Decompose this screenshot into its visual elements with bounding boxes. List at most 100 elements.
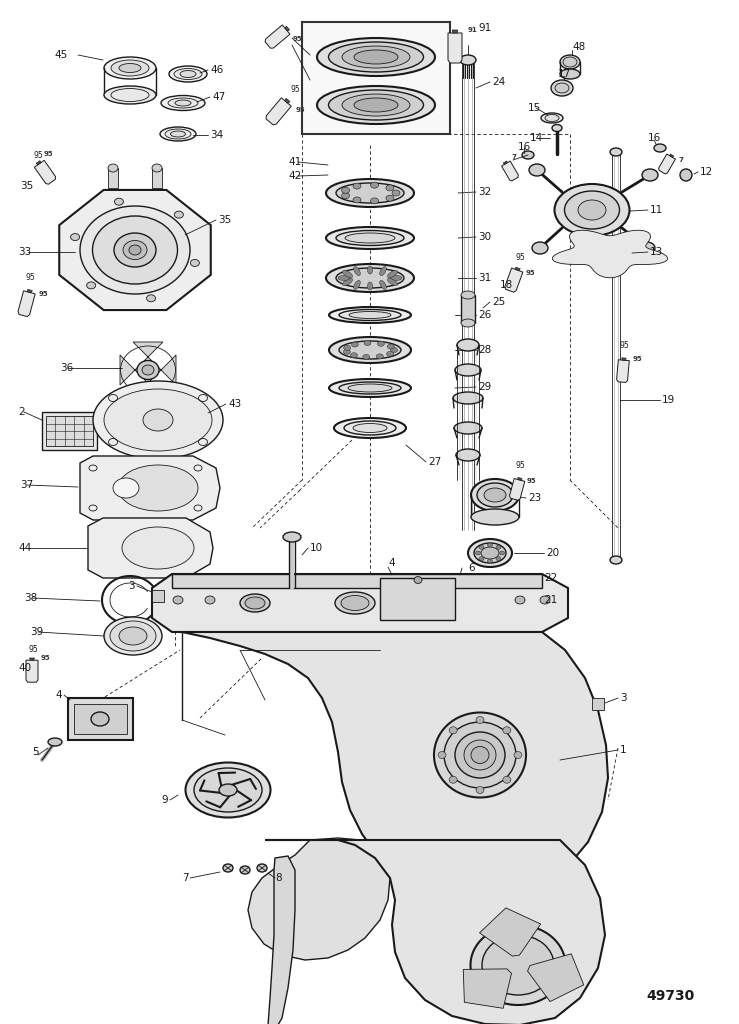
Text: 47: 47 — [212, 92, 225, 102]
Ellipse shape — [380, 266, 386, 275]
Ellipse shape — [474, 543, 506, 563]
Ellipse shape — [471, 509, 519, 525]
Ellipse shape — [642, 169, 658, 181]
Ellipse shape — [541, 113, 563, 123]
Text: 95: 95 — [525, 269, 535, 275]
Ellipse shape — [367, 282, 372, 290]
Text: 91: 91 — [468, 27, 478, 33]
Text: 12: 12 — [700, 167, 713, 177]
Text: 17: 17 — [558, 69, 571, 79]
Ellipse shape — [338, 275, 350, 281]
Text: 45: 45 — [55, 50, 68, 60]
Text: 29: 29 — [478, 382, 491, 392]
Ellipse shape — [522, 151, 534, 159]
Text: 95: 95 — [41, 655, 50, 662]
Text: 32: 32 — [478, 187, 491, 197]
Text: 35: 35 — [218, 215, 231, 225]
Text: 95: 95 — [633, 356, 642, 362]
Polygon shape — [448, 33, 462, 63]
Text: 25: 25 — [492, 297, 505, 307]
Text: 46: 46 — [210, 65, 223, 75]
Polygon shape — [509, 478, 525, 501]
Polygon shape — [503, 161, 507, 164]
Ellipse shape — [414, 577, 422, 584]
Ellipse shape — [122, 527, 194, 569]
Ellipse shape — [476, 717, 484, 724]
Ellipse shape — [349, 311, 391, 318]
Ellipse shape — [390, 275, 402, 281]
Ellipse shape — [175, 100, 191, 106]
Ellipse shape — [479, 557, 484, 561]
Ellipse shape — [639, 242, 655, 254]
Ellipse shape — [114, 233, 156, 267]
Ellipse shape — [329, 379, 411, 397]
Ellipse shape — [455, 732, 505, 778]
Text: 95: 95 — [527, 478, 537, 484]
Ellipse shape — [160, 127, 196, 141]
Text: 5: 5 — [32, 746, 38, 757]
Ellipse shape — [257, 864, 267, 872]
Bar — [42, 412, 97, 450]
Ellipse shape — [387, 279, 398, 286]
Ellipse shape — [476, 786, 484, 794]
Bar — [380, 578, 455, 620]
Polygon shape — [248, 838, 390, 961]
Ellipse shape — [146, 295, 155, 302]
Ellipse shape — [344, 349, 350, 354]
Text: 18: 18 — [500, 280, 514, 290]
Ellipse shape — [475, 575, 495, 584]
Text: 1: 1 — [620, 745, 627, 755]
Ellipse shape — [152, 164, 162, 172]
Polygon shape — [285, 27, 290, 31]
Text: 42: 42 — [288, 171, 302, 181]
Ellipse shape — [353, 197, 361, 203]
Ellipse shape — [353, 424, 387, 432]
Text: 16: 16 — [648, 133, 661, 143]
Ellipse shape — [91, 712, 109, 726]
Ellipse shape — [339, 382, 401, 394]
Text: 2: 2 — [18, 407, 24, 417]
Text: 39: 39 — [30, 627, 44, 637]
Ellipse shape — [165, 129, 191, 139]
Ellipse shape — [240, 594, 270, 612]
Ellipse shape — [475, 551, 480, 555]
Ellipse shape — [329, 42, 423, 72]
Text: 14: 14 — [530, 133, 543, 143]
Ellipse shape — [449, 727, 457, 734]
Ellipse shape — [353, 183, 361, 189]
Text: 4: 4 — [388, 558, 395, 568]
Ellipse shape — [223, 864, 233, 872]
Ellipse shape — [219, 784, 237, 796]
Ellipse shape — [342, 270, 353, 278]
Polygon shape — [18, 291, 35, 316]
Ellipse shape — [540, 596, 550, 604]
Ellipse shape — [484, 488, 506, 502]
Ellipse shape — [471, 479, 519, 511]
Ellipse shape — [191, 259, 200, 266]
Text: 37: 37 — [20, 480, 33, 490]
Ellipse shape — [471, 925, 565, 1005]
Text: 16: 16 — [518, 142, 531, 152]
Polygon shape — [266, 98, 291, 125]
Text: 95: 95 — [515, 254, 525, 262]
Bar — [592, 698, 604, 710]
Polygon shape — [27, 290, 33, 293]
Ellipse shape — [392, 190, 400, 196]
Ellipse shape — [142, 365, 154, 375]
Ellipse shape — [386, 351, 394, 356]
Ellipse shape — [48, 738, 62, 746]
Text: 40: 40 — [18, 663, 31, 673]
Polygon shape — [265, 25, 290, 48]
Text: 38: 38 — [24, 593, 37, 603]
Text: 26: 26 — [478, 310, 491, 319]
Text: 7: 7 — [512, 154, 517, 160]
Text: 10: 10 — [310, 543, 323, 553]
Text: 31: 31 — [478, 273, 491, 283]
Text: 43: 43 — [228, 399, 241, 409]
Polygon shape — [621, 357, 626, 360]
Ellipse shape — [560, 69, 580, 79]
Text: 95: 95 — [44, 152, 54, 158]
Text: 36: 36 — [60, 362, 73, 373]
Ellipse shape — [554, 184, 630, 236]
Ellipse shape — [482, 935, 554, 995]
